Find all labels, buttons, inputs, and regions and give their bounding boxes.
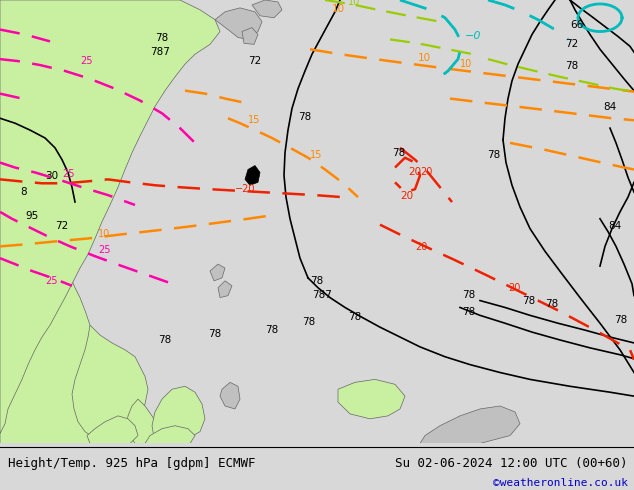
Text: 10: 10: [418, 53, 431, 63]
Text: 15: 15: [248, 115, 261, 125]
Text: 72: 72: [565, 39, 578, 49]
Text: 78: 78: [462, 307, 476, 318]
Text: 78: 78: [565, 61, 578, 71]
Polygon shape: [152, 386, 205, 443]
Text: 25: 25: [80, 56, 93, 66]
Text: 78: 78: [545, 299, 559, 310]
Text: 20: 20: [415, 242, 427, 252]
Text: 15: 15: [310, 149, 322, 160]
Text: −20: −20: [235, 184, 256, 194]
Text: 78: 78: [302, 317, 315, 327]
Text: 25: 25: [98, 245, 110, 255]
Text: 20: 20: [420, 168, 432, 177]
Polygon shape: [0, 0, 220, 434]
Text: 72: 72: [55, 220, 68, 231]
Text: 78: 78: [265, 325, 278, 335]
Text: 78: 78: [462, 290, 476, 299]
Text: Height/Temp. 925 hPa [gdpm] ECMWF: Height/Temp. 925 hPa [gdpm] ECMWF: [8, 457, 255, 469]
Text: 66: 66: [570, 20, 583, 29]
Polygon shape: [420, 406, 520, 443]
Text: 78: 78: [208, 329, 221, 339]
Text: 10: 10: [332, 4, 345, 14]
Text: 10: 10: [98, 228, 110, 239]
Polygon shape: [242, 27, 258, 44]
Text: 10: 10: [348, 0, 360, 7]
Text: 78: 78: [310, 276, 323, 286]
Polygon shape: [220, 382, 240, 409]
Text: 20: 20: [400, 191, 413, 201]
Text: ©weatheronline.co.uk: ©weatheronline.co.uk: [493, 478, 628, 488]
Text: 787: 787: [150, 47, 170, 57]
Text: Su 02-06-2024 12:00 UTC (00+60): Su 02-06-2024 12:00 UTC (00+60): [395, 457, 628, 469]
Polygon shape: [218, 281, 232, 297]
Text: 78: 78: [614, 315, 627, 325]
Polygon shape: [0, 0, 168, 443]
Polygon shape: [245, 166, 260, 185]
Text: 78: 78: [487, 149, 500, 160]
Polygon shape: [126, 399, 162, 443]
Text: 78: 78: [155, 33, 168, 44]
Text: 30: 30: [45, 172, 58, 181]
Text: 78: 78: [392, 147, 405, 158]
Text: 72: 72: [248, 56, 261, 66]
Text: 20: 20: [408, 168, 421, 177]
Text: −0: −0: [465, 31, 481, 42]
Text: 8: 8: [20, 187, 27, 197]
Polygon shape: [210, 264, 225, 281]
Text: 78: 78: [298, 112, 311, 122]
Text: 25: 25: [45, 276, 58, 286]
Text: 787: 787: [312, 290, 332, 299]
Polygon shape: [252, 0, 282, 18]
Polygon shape: [72, 325, 148, 443]
Polygon shape: [87, 416, 138, 443]
Text: 78: 78: [522, 295, 535, 306]
Text: 10: 10: [460, 59, 472, 69]
Text: 84: 84: [603, 102, 616, 112]
Text: 20: 20: [508, 283, 521, 293]
Text: 84: 84: [608, 220, 621, 231]
Polygon shape: [338, 379, 405, 419]
Text: 78: 78: [158, 335, 171, 345]
Polygon shape: [145, 426, 195, 443]
Polygon shape: [215, 8, 262, 39]
Text: 25: 25: [62, 170, 75, 179]
Text: 95: 95: [25, 211, 38, 221]
Text: 78: 78: [348, 312, 361, 322]
